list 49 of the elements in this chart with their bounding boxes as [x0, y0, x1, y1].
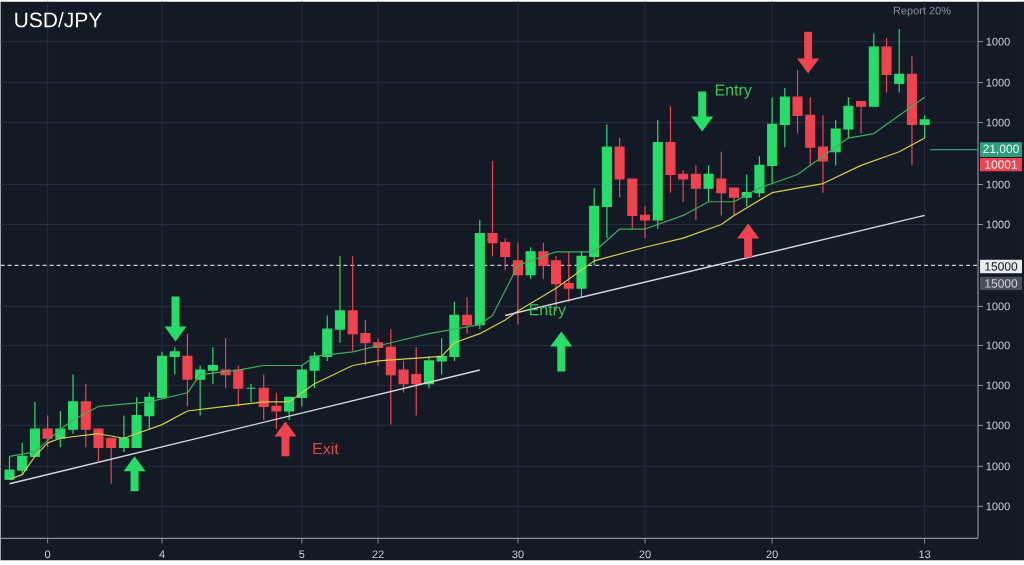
text: 1000 [986, 341, 1010, 350]
candlestick [792, 69, 803, 135]
annotation: Exit [313, 442, 339, 455]
x-tick-label: 13 [919, 550, 931, 559]
candlestick [334, 255, 346, 344]
text: 1000 [986, 78, 1010, 87]
text: 1000 [986, 118, 1010, 127]
candlestick [716, 151, 727, 217]
candlestick [80, 383, 91, 449]
candlestick [601, 123, 612, 239]
text: 1000 [986, 462, 1010, 471]
candlestick [182, 333, 193, 408]
x-tick-label: 5 [299, 550, 305, 559]
candlestick [767, 96, 778, 185]
text: 1000 [986, 502, 1010, 511]
text: 1000 [986, 37, 1010, 46]
candlestick [462, 296, 473, 335]
candlestick [411, 346, 422, 417]
x-tick-label: 22 [372, 550, 384, 559]
text: 15000 [985, 279, 1018, 288]
candlestick [690, 164, 701, 221]
candlestick [906, 55, 917, 167]
candlestick [665, 105, 676, 194]
text: 1000 [986, 381, 1010, 390]
candlestick [385, 328, 396, 426]
candlestick [805, 96, 816, 167]
candlestick [169, 346, 180, 376]
candlestick [68, 374, 79, 435]
text: 1000 [986, 220, 1010, 229]
x-tick-label: 30 [512, 550, 524, 559]
chart-title: USD/JPY [15, 12, 102, 28]
candlestick [207, 346, 218, 385]
x-tick-label: 4 [159, 550, 165, 559]
text: 21,000 [983, 144, 1019, 155]
x-tick-label: 20 [766, 550, 778, 559]
text: 1000 [986, 421, 1010, 430]
x-tick-label: 0 [45, 550, 51, 559]
text: 15000 [985, 262, 1018, 271]
x-tick-label: 20 [639, 550, 651, 559]
annotation: Entry [715, 84, 752, 99]
text: 1000 [986, 302, 1010, 311]
text: 10001 [985, 160, 1018, 169]
text: 1000 [986, 180, 1010, 189]
candlestick [423, 355, 434, 389]
annotation: Entry [529, 304, 566, 319]
candlestick [347, 255, 358, 353]
text: Report 20% [893, 6, 951, 17]
candlestick [639, 205, 651, 239]
candlestick [118, 415, 129, 453]
